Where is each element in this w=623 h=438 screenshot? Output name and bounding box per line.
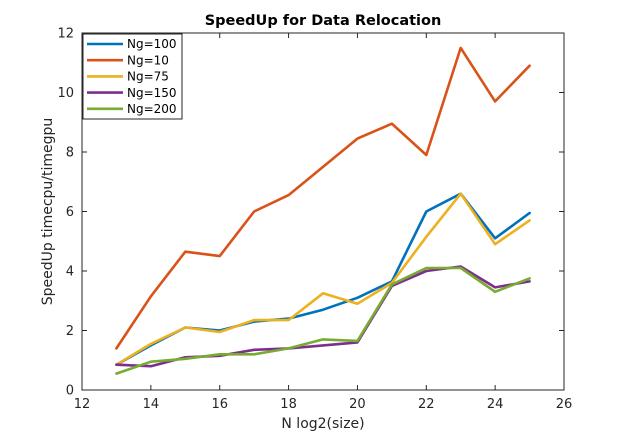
x-axis-label: N log2(size) [281, 416, 364, 432]
series-line-ng-10 [115, 46, 531, 350]
x-tick-label: 26 [556, 397, 573, 412]
series-line-ng-150 [115, 265, 531, 368]
legend-label: Ng=200 [127, 102, 177, 116]
y-tick-label: 2 [66, 324, 74, 339]
y-tick-label: 12 [57, 27, 74, 42]
series-line-ng-75 [115, 192, 531, 367]
legend: Ng=100 Ng=10 Ng=75 Ng=150 Ng=200 [82, 33, 183, 120]
legend-label: Ng=100 [127, 37, 177, 51]
y-tick-label: 10 [57, 86, 74, 101]
x-tick-label: 14 [143, 397, 160, 412]
y-tick-label: 6 [66, 205, 74, 220]
y-axis-label: SpeedUp timecpu/timegpu [40, 118, 56, 306]
series-line-ng-200 [115, 266, 531, 375]
legend-label: Ng=75 [127, 70, 169, 84]
y-tick-label: 0 [66, 384, 74, 399]
x-tick-label: 20 [349, 397, 366, 412]
x-tick-label: 18 [280, 397, 297, 412]
series-lines [115, 46, 531, 375]
y-tick-label: 8 [66, 146, 74, 161]
chart-title: SpeedUp for Data Relocation [205, 13, 442, 29]
legend-label: Ng=10 [127, 53, 169, 67]
y-tick-label: 4 [66, 265, 74, 280]
x-tick-label: 12 [74, 397, 91, 412]
x-tick-label: 24 [487, 397, 504, 412]
x-tick-label: 22 [418, 397, 435, 412]
axes-box [81, 32, 565, 391]
legend-label: Ng=150 [127, 86, 177, 100]
x-tick-label: 16 [211, 397, 228, 412]
